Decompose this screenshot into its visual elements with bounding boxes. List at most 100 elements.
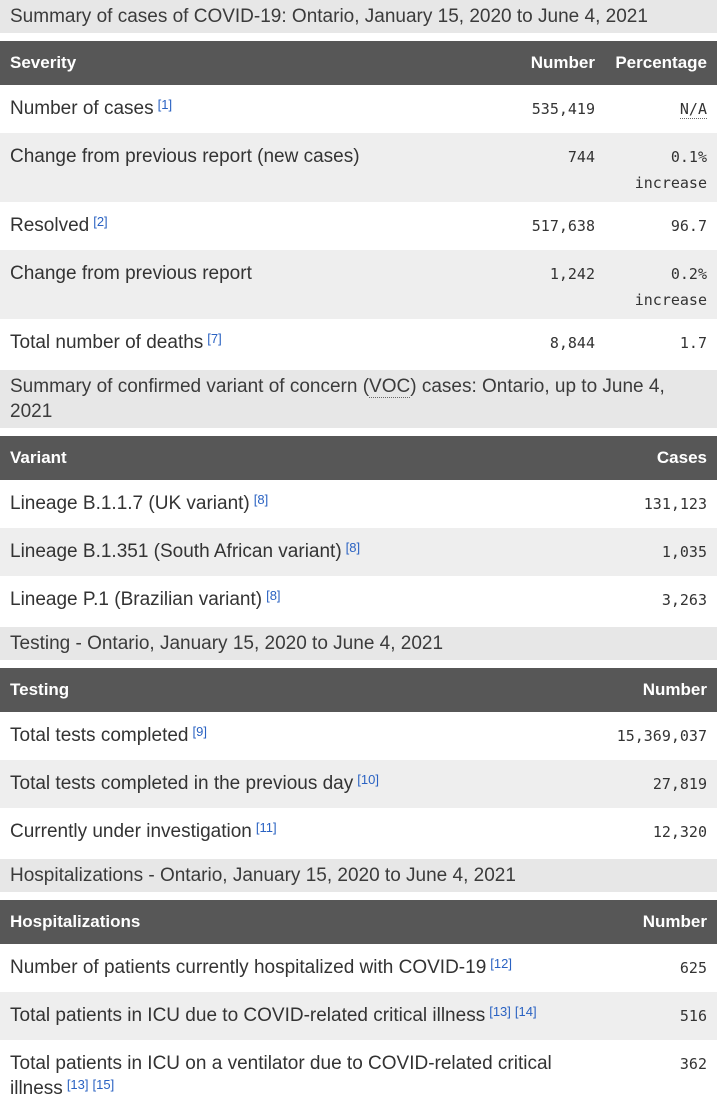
section-title-text: Summary of confirmed variant of concern … — [10, 376, 370, 397]
section-title-text: Testing - Ontario, January 15, 2020 to J… — [10, 633, 444, 654]
row-label: Lineage B.1.351 (South African variant)[… — [0, 528, 600, 576]
row-label: Currently under investigation [11] — [0, 808, 600, 856]
row-label-text: Currently under investigation — [10, 821, 252, 842]
severity-table: Severity Number Percentage Number of cas… — [0, 41, 717, 367]
row-percentage: N/A — [595, 85, 717, 133]
row-label-text: Total number of deaths — [10, 332, 204, 353]
row-number: 517,638 — [440, 202, 595, 250]
number-value: 12,320 — [652, 823, 707, 841]
percentage-value: N/A — [679, 100, 707, 119]
section-title-testing: Testing - Ontario, January 15, 2020 to J… — [0, 627, 717, 660]
section-title-variants: Summary of confirmed variant of concern … — [0, 370, 717, 428]
row-label: Change from previous report — [0, 250, 440, 319]
row-number: 625 — [600, 944, 717, 992]
percentage-note: increase — [634, 174, 707, 192]
table-row: Lineage B.1.351 (South African variant)[… — [0, 528, 717, 576]
row-label-text: Change from previous report — [10, 263, 252, 284]
footnote-link[interactable]: [2] — [93, 214, 108, 229]
section-title-text: Hospitalizations - Ontario, January 15, … — [10, 865, 516, 886]
row-percentage: 0.2% increase — [595, 250, 717, 319]
table-row: Number of patients currently hospitalize… — [0, 944, 717, 992]
footnote-link[interactable]: [12] — [490, 956, 512, 971]
row-label-text: Number of cases — [10, 98, 154, 119]
footnote-link[interactable]: [9] — [192, 724, 207, 739]
number-value: 535,419 — [531, 100, 595, 118]
row-label-text: Number of patients currently hospitalize… — [10, 957, 487, 978]
number-value: 516 — [679, 1007, 707, 1025]
row-label: Lineage B.1.1.7 (UK variant) [8] — [0, 480, 600, 528]
row-percentage: 96.7 — [595, 202, 717, 250]
table-row: Change from previous report 1,242 0.2% in… — [0, 250, 717, 319]
row-label: Total patients in ICU on a ventilator du… — [0, 1040, 600, 1099]
table-row: Number of cases [1] 535,419 N/A — [0, 85, 717, 133]
row-label: Number of cases [1] — [0, 85, 440, 133]
table-row: Total tests completed in the previous da… — [0, 760, 717, 808]
row-number: 1,242 — [440, 250, 595, 319]
table-row: Total patients in ICU due to COVID-relat… — [0, 992, 717, 1040]
table-header-row: Variant Cases — [0, 436, 717, 480]
testing-table: Testing Number Total tests completed [9] … — [0, 668, 717, 856]
row-label-text: Total patients in ICU on a ventilator du… — [10, 1053, 552, 1099]
number-value: 27,819 — [652, 775, 707, 793]
column-header-number: Number — [600, 668, 717, 712]
number-value: 8,844 — [549, 334, 595, 352]
footnote-link[interactable]: [13] — [66, 1077, 89, 1092]
footnote-link[interactable]: [11] — [255, 820, 277, 835]
row-number: 535,419 — [440, 85, 595, 133]
column-header-cases: Cases — [600, 436, 717, 480]
row-number: 15,369,037 — [600, 712, 717, 760]
section-title-hospitalizations: Hospitalizations - Ontario, January 15, … — [0, 859, 717, 892]
row-label-text: Lineage P.1 (Brazilian variant) — [10, 589, 263, 610]
footnote-link[interactable]: [15] — [92, 1077, 115, 1092]
row-label: Resolved [2] — [0, 202, 440, 250]
row-number: 131,123 — [600, 480, 717, 528]
table-row: Lineage P.1 (Brazilian variant) [8] 3,263 — [0, 576, 717, 624]
footnote-link[interactable]: [14] — [514, 1004, 537, 1019]
row-label-text: Lineage B.1.351 (South African variant) — [10, 541, 342, 562]
footnote-link[interactable]: [8] — [266, 588, 281, 603]
row-number: 12,320 — [600, 808, 717, 856]
column-header-percentage: Percentage — [595, 41, 717, 85]
row-number: 8,844 — [440, 319, 595, 367]
table-row: Change from previous report (new cases) … — [0, 133, 717, 202]
number-value: 1,242 — [549, 265, 595, 283]
table-row: Currently under investigation [11] 12,320 — [0, 808, 717, 856]
section-title-text: ) cases: Ontario, up to June 4, 2021 — [10, 376, 665, 422]
footnote-link[interactable]: [13] — [489, 1004, 511, 1019]
section-title-text: Summary of cases of COVID-19: Ontario, J… — [10, 6, 648, 27]
abbr-term: VOC — [369, 376, 411, 398]
row-label-text: Total tests completed — [10, 725, 189, 746]
row-label: Total patients in ICU due to COVID-relat… — [0, 992, 600, 1040]
table-row: Total patients in ICU on a ventilator du… — [0, 1040, 717, 1099]
table-header-row: Severity Number Percentage — [0, 41, 717, 85]
row-percentage: 1.7 — [595, 319, 717, 367]
footnote-link[interactable]: [8] — [253, 492, 269, 507]
row-number: 744 — [440, 133, 595, 202]
footnote-link[interactable]: [8] — [345, 540, 361, 555]
table-row: Total number of deaths [7] 8,844 1.7 — [0, 319, 717, 367]
column-header-severity: Severity — [0, 41, 440, 85]
row-label: Number of patients currently hospitalize… — [0, 944, 600, 992]
footnote-link[interactable]: [7] — [207, 331, 222, 346]
number-value: 744 — [567, 148, 595, 166]
row-label-text: Total tests completed in the previous da… — [10, 773, 354, 794]
number-value: 131,123 — [643, 495, 707, 513]
row-number: 516 — [600, 992, 717, 1040]
row-percentage: 0.1% increase — [595, 133, 717, 202]
section-title-severity: Summary of cases of COVID-19: Ontario, J… — [0, 0, 717, 33]
row-label-text: Change from previous report (new cases) — [10, 146, 360, 167]
row-number: 1,035 — [600, 528, 717, 576]
percentage-value: 1.7 — [679, 334, 707, 352]
row-label: Total tests completed in the previous da… — [0, 760, 600, 808]
row-number: 362 — [600, 1040, 717, 1099]
table-header-row: Hospitalizations Number — [0, 900, 717, 944]
footnote-link[interactable]: [10] — [357, 772, 379, 787]
footnote-link[interactable]: [1] — [157, 97, 173, 112]
row-label-text: Resolved — [10, 215, 90, 236]
row-label-text: Total patients in ICU due to COVID-relat… — [10, 1005, 486, 1026]
column-header-hospitalizations: Hospitalizations — [0, 900, 600, 944]
column-header-number: Number — [600, 900, 717, 944]
percentage-note: increase — [634, 291, 707, 309]
table-row: Lineage B.1.1.7 (UK variant) [8] 131,123 — [0, 480, 717, 528]
